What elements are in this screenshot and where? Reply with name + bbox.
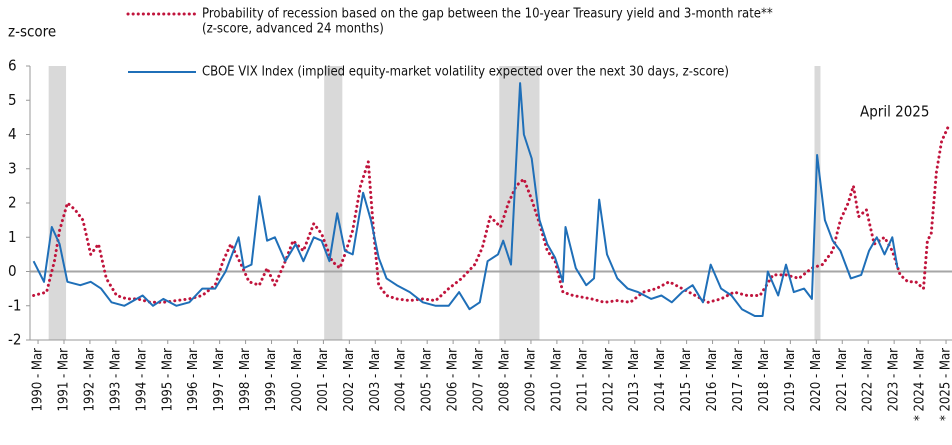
x-tick-label: 2001 - Mar	[316, 348, 331, 412]
x-tick-label: 2004 - Mar	[394, 348, 409, 412]
y-tick-label: 2	[8, 194, 17, 212]
x-tick-label: 1994 - Mar	[134, 348, 149, 412]
x-tick-label: 1996 - Mar	[186, 348, 201, 412]
y-tick-label: -2	[8, 331, 21, 349]
x-tick-label: * 2024 - Mar	[913, 348, 928, 421]
y-axis-label: z-score	[8, 23, 56, 41]
x-tick-label: 2002 - Mar	[342, 348, 357, 412]
legend-detail: (z-score, advanced 24 months)	[202, 22, 384, 37]
y-tick-label: 5	[8, 91, 17, 109]
y-tick-label: 3	[8, 159, 17, 177]
x-tick-label: 2008 - Mar	[498, 348, 513, 412]
x-tick-label: 2003 - Mar	[368, 348, 383, 412]
y-tick-label: 6	[8, 57, 17, 75]
recession-band	[48, 66, 67, 340]
x-tick-label: 2021 - Mar	[835, 348, 850, 412]
x-tick-label: 2016 - Mar	[705, 348, 720, 412]
x-tick-label: 2013 - Mar	[627, 348, 642, 412]
x-tick-label: 1990 - Mar	[31, 348, 46, 412]
x-tick-label: 2022 - Mar	[861, 348, 876, 412]
x-tick-label: 2020 - Mar	[809, 348, 824, 412]
x-tick-label: 2017 - Mar	[731, 348, 746, 412]
recession-band	[814, 66, 821, 340]
x-tick-label: 2012 - Mar	[601, 348, 616, 412]
x-tick-label: 2014 - Mar	[653, 348, 668, 412]
x-tick-label: 2009 - Mar	[523, 348, 538, 412]
y-tick-label: -1	[8, 296, 21, 314]
y-tick-label: 1	[8, 228, 17, 246]
x-tick-label: 2006 - Mar	[446, 348, 461, 412]
series-line	[32, 122, 951, 304]
x-tick-label: 1992 - Mar	[82, 348, 97, 412]
x-tick-label: 1991 - Mar	[56, 348, 71, 412]
x-tick-label: 1998 - Mar	[238, 348, 253, 412]
x-tick-label: 1997 - Mar	[212, 348, 227, 412]
x-tick-label: 2005 - Mar	[420, 348, 435, 412]
x-tick-label: 2010 - Mar	[549, 348, 564, 412]
x-tick-label: 1995 - Mar	[160, 348, 175, 412]
x-tick-label: * 2025 - Mar	[939, 348, 952, 421]
legend-label: CBOE VIX Index (implied equity-market vo…	[202, 65, 729, 80]
x-tick-label: 2011 - Mar	[575, 348, 590, 412]
x-tick-label: 2000 - Mar	[290, 348, 305, 412]
recession-band	[324, 66, 343, 340]
y-tick-label: 0	[8, 262, 17, 280]
series-line	[32, 82, 899, 317]
annotation: April 2025	[860, 103, 929, 121]
x-tick-label: 2015 - Mar	[679, 348, 694, 412]
x-tick-label: 2023 - Mar	[887, 348, 902, 412]
x-tick-label: 1993 - Mar	[108, 348, 123, 412]
x-tick-label: 1999 - Mar	[264, 348, 279, 412]
legend-label: Probability of recession based on the ga…	[202, 7, 773, 22]
y-tick-label: 4	[8, 125, 17, 143]
x-tick-label: 2007 - Mar	[472, 348, 487, 412]
x-tick-label: 2018 - Mar	[757, 348, 772, 412]
x-tick-label: 2019 - Mar	[783, 348, 798, 412]
